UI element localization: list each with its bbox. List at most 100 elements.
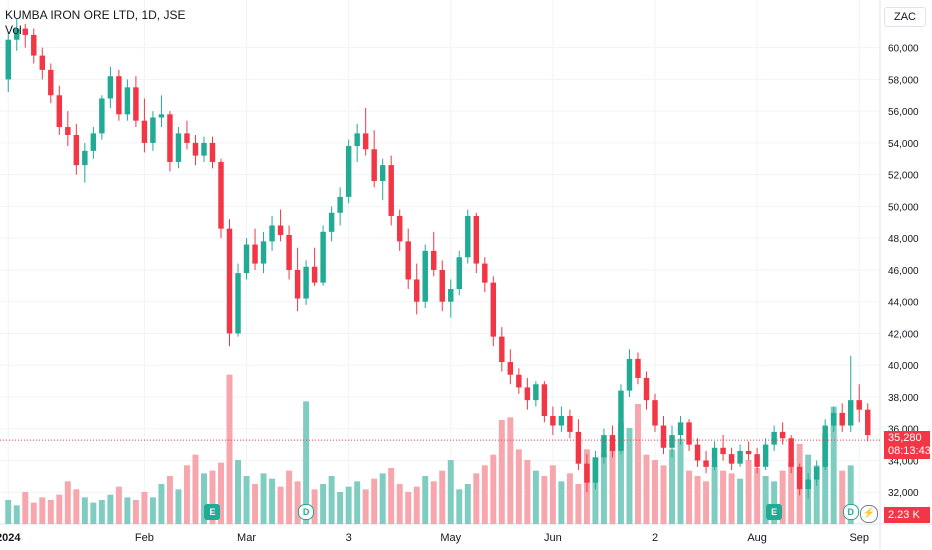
volume-bar bbox=[260, 473, 267, 524]
candle-body bbox=[499, 336, 505, 363]
volume-bar bbox=[311, 489, 318, 524]
candle-body bbox=[788, 438, 794, 467]
candle-body bbox=[507, 362, 514, 375]
volume-bar bbox=[566, 473, 573, 524]
volume-bar bbox=[464, 484, 471, 524]
candle-body bbox=[762, 444, 769, 467]
x-tick-label: Feb bbox=[135, 532, 154, 544]
candle-body bbox=[396, 215, 403, 242]
earnings-marker[interactable]: E bbox=[766, 504, 783, 520]
candle-body bbox=[345, 146, 352, 197]
candle-body bbox=[294, 269, 301, 299]
candle-body bbox=[379, 165, 386, 182]
candle-body bbox=[277, 225, 284, 236]
earnings-marker[interactable]: E bbox=[204, 504, 221, 520]
volume-bar bbox=[549, 465, 556, 524]
candle-body bbox=[371, 149, 377, 182]
candle-body bbox=[439, 269, 445, 302]
currency-button[interactable]: ZAC bbox=[884, 7, 926, 27]
candle-body bbox=[865, 409, 871, 436]
candle-body bbox=[524, 387, 531, 401]
volume-bar bbox=[490, 454, 497, 524]
candle-body bbox=[592, 457, 599, 483]
x-tick-label: 2 bbox=[652, 532, 658, 544]
candle-body bbox=[839, 412, 845, 426]
volume-bar bbox=[303, 401, 310, 524]
volume-bar bbox=[345, 486, 352, 524]
candle-body bbox=[609, 435, 616, 451]
dividend-marker[interactable]: D bbox=[298, 504, 315, 520]
candle-body bbox=[575, 431, 582, 464]
volume-bar bbox=[277, 486, 284, 524]
candle-body bbox=[133, 87, 139, 121]
candle-body bbox=[269, 225, 275, 242]
dividend-marker[interactable]: D bbox=[842, 504, 859, 520]
volume-bar bbox=[813, 465, 820, 524]
candle-body bbox=[703, 460, 709, 467]
volume-bar bbox=[22, 492, 29, 524]
x-tick-label: Jun bbox=[544, 532, 562, 544]
volume-bar bbox=[541, 476, 548, 524]
candle-body bbox=[192, 142, 199, 156]
candle-body bbox=[456, 257, 462, 289]
volume-bar bbox=[396, 484, 403, 524]
candle-body bbox=[856, 400, 862, 410]
y-tick-label: 36,000 bbox=[888, 425, 919, 436]
volume-bar bbox=[294, 481, 301, 524]
volume-label: Vol bbox=[5, 23, 22, 37]
candle-body bbox=[626, 358, 633, 391]
volume-bar bbox=[201, 473, 207, 524]
volume-bar bbox=[337, 492, 344, 524]
candle-body bbox=[218, 161, 224, 229]
candle-body bbox=[813, 466, 820, 480]
volume-bar bbox=[745, 460, 752, 524]
chart-title: KUMBA IRON ORE LTD, 1D, JSE bbox=[5, 8, 186, 22]
volume-bar bbox=[413, 486, 420, 524]
candle-body bbox=[737, 450, 743, 464]
volume-bar bbox=[771, 481, 778, 524]
volume-bar bbox=[269, 478, 276, 524]
y-tick-label: 58,000 bbox=[888, 75, 919, 86]
volume-bar bbox=[209, 470, 216, 524]
candle-body bbox=[22, 28, 28, 35]
volume-bar bbox=[226, 374, 233, 524]
lightning-icon[interactable]: ⚡ bbox=[860, 505, 878, 523]
volume-bar bbox=[73, 489, 80, 524]
volume-bar bbox=[235, 460, 241, 524]
candle-body bbox=[124, 87, 131, 115]
candle-body bbox=[830, 412, 837, 426]
volume-bar bbox=[788, 462, 795, 524]
y-tick-label: 60,000 bbox=[888, 44, 919, 55]
candle-body bbox=[431, 250, 437, 270]
y-tick-label: 42,000 bbox=[888, 329, 919, 340]
volume-bar bbox=[98, 500, 105, 524]
volume-bar bbox=[524, 460, 531, 524]
candle-body bbox=[201, 142, 207, 156]
volume-bar bbox=[643, 454, 650, 524]
candle-body bbox=[65, 127, 71, 135]
candle-body bbox=[311, 266, 318, 283]
candle-body bbox=[303, 266, 309, 299]
candle-body bbox=[490, 282, 497, 337]
candle-body bbox=[643, 377, 650, 401]
volume-bar bbox=[183, 465, 190, 524]
volume-bar bbox=[677, 438, 684, 524]
volume-bar bbox=[660, 465, 667, 524]
volume-bar bbox=[166, 476, 173, 524]
candle-body bbox=[473, 215, 480, 264]
volume-bar bbox=[175, 489, 182, 524]
volume-bar bbox=[30, 502, 37, 524]
volume-bar bbox=[822, 433, 829, 524]
candle-body bbox=[669, 435, 675, 448]
candle-body bbox=[260, 241, 267, 264]
volume-bar bbox=[439, 470, 446, 524]
candle-body bbox=[243, 244, 250, 274]
candle-body bbox=[235, 273, 241, 334]
volume-bar bbox=[473, 473, 480, 524]
candle-body bbox=[567, 416, 573, 432]
candle-body bbox=[677, 422, 684, 436]
y-tick-label: 34,000 bbox=[888, 456, 919, 467]
candle-body bbox=[286, 235, 292, 270]
candle-body bbox=[414, 279, 420, 302]
